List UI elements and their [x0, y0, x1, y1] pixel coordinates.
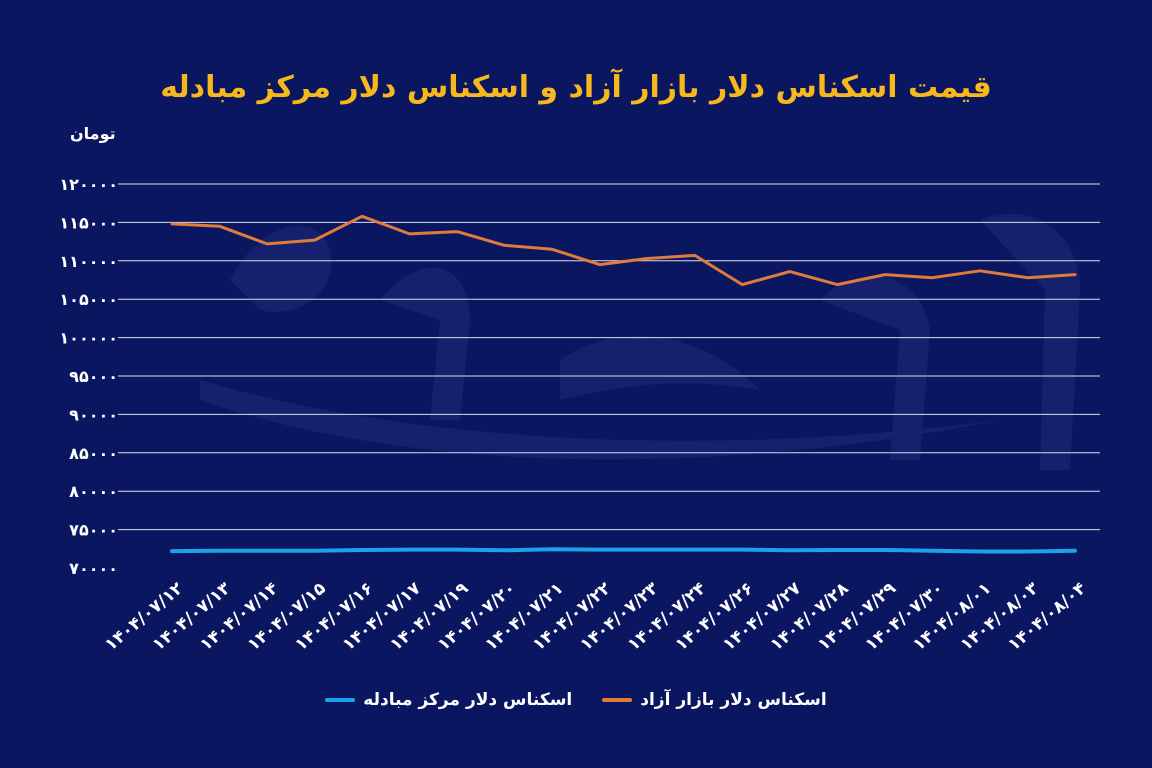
legend-item-free-market: اسکناس دلار بازار آزاد: [602, 690, 827, 710]
y-tick-label: ۹۵۰۰۰: [69, 367, 118, 386]
legend-swatch-exchange-center: [325, 698, 356, 702]
legend-label-exchange-center: اسکناس دلار مرکز مبادله: [363, 690, 573, 710]
y-tick-label: ۷۰۰۰۰: [69, 559, 118, 578]
y-tick-label: ۱۰۰۰۰۰: [59, 329, 118, 348]
y-tick-label: ۹۰۰۰۰: [69, 405, 118, 424]
y-tick-label: ۱۱۵۰۰۰: [59, 213, 118, 232]
legend-swatch-free-market: [602, 698, 633, 702]
chart-legend: اسکناس دلار بازار آزاد اسکناس دلار مرکز …: [0, 690, 1152, 710]
y-tick-label: ۸۰۰۰۰: [69, 482, 118, 501]
y-tick-label: ۱۱۰۰۰۰: [59, 252, 118, 271]
watermark-logo: [200, 213, 1080, 470]
legend-label-free-market: اسکناس دلار بازار آزاد: [640, 690, 827, 710]
y-tick-label: ۱۲۰۰۰۰: [59, 175, 118, 194]
y-tick-label: ۱۰۵۰۰۰: [59, 290, 118, 309]
y-tick-label: ۷۵۰۰۰: [69, 521, 118, 540]
y-tick-label: ۸۵۰۰۰: [69, 444, 118, 463]
series-line-exchange-center: [170, 547, 1077, 554]
legend-item-exchange-center: اسکناس دلار مرکز مبادله: [325, 690, 572, 710]
series-line-free-market: [170, 214, 1077, 287]
chart-title: قیمت اسکناس دلار بازار آزاد و اسکناس دلا…: [160, 70, 992, 105]
y-axis-unit-label: تومان: [70, 124, 116, 143]
